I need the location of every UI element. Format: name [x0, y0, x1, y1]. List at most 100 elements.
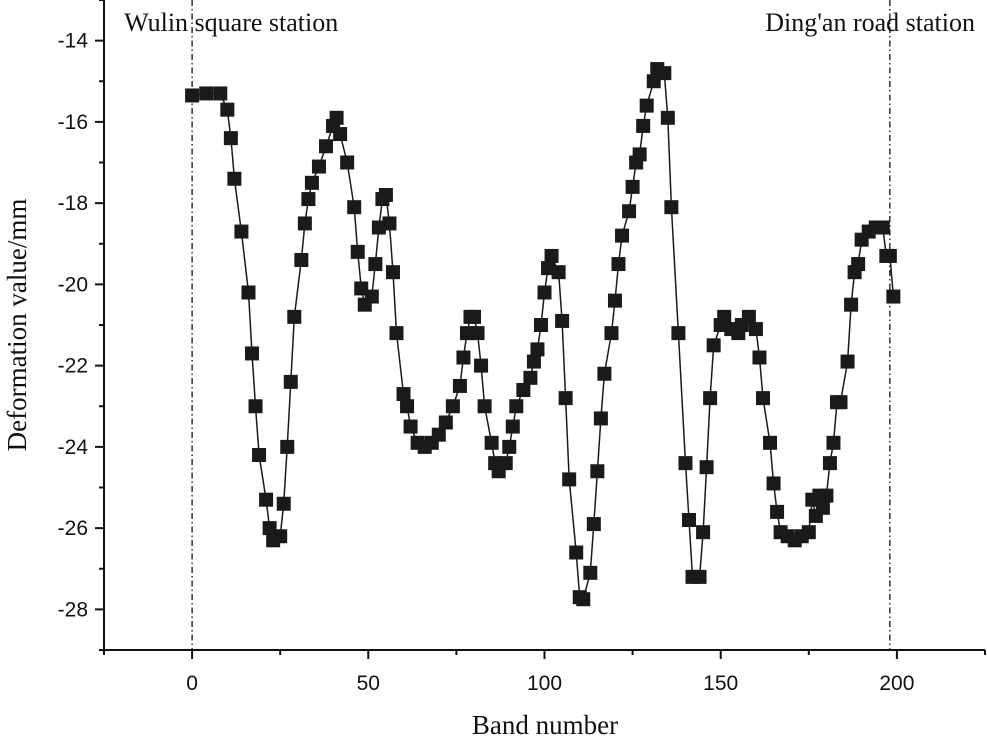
data-point [509, 399, 524, 414]
data-point [770, 504, 785, 519]
data-point [505, 419, 520, 434]
data-point [477, 399, 492, 414]
data-point [696, 525, 711, 540]
data-point [815, 500, 830, 515]
data-point [276, 496, 291, 511]
data-point [748, 322, 763, 337]
data-point [657, 66, 672, 81]
data-point [452, 378, 467, 393]
data-point [347, 200, 362, 215]
data-point [611, 257, 626, 272]
data-point [523, 370, 538, 385]
data-point [333, 127, 348, 142]
data-point [699, 460, 714, 475]
data-point [185, 88, 200, 103]
annotation: Wulin square station [124, 8, 338, 37]
x-axis-label: Band number [472, 710, 618, 740]
y-tick-label: -18 [58, 192, 88, 215]
data-point [851, 257, 866, 272]
data-point [502, 439, 517, 454]
data-point [329, 110, 344, 125]
data-point [530, 342, 545, 357]
data-point [625, 179, 640, 194]
data-point [533, 318, 548, 332]
data-point [248, 399, 263, 414]
data-point [354, 281, 369, 296]
data-point [882, 248, 897, 263]
data-point [660, 110, 675, 125]
data-point [664, 200, 679, 215]
x-tick-label: 100 [527, 672, 562, 695]
data-point [470, 326, 485, 341]
data-point [319, 139, 334, 154]
data-point [604, 326, 619, 341]
data-point [467, 309, 482, 324]
data-point [615, 228, 630, 243]
data-point [474, 358, 489, 373]
data-point [703, 391, 718, 406]
data-point [562, 472, 577, 487]
y-tick-label: -24 [58, 436, 89, 459]
data-point [389, 326, 404, 341]
series-line [191, 67, 895, 601]
data-point [590, 464, 605, 479]
data-point [752, 350, 767, 365]
data-point [287, 309, 302, 324]
data-point [459, 326, 474, 341]
data-point [541, 261, 556, 276]
data-point [350, 244, 365, 259]
data-point [706, 338, 721, 353]
data-point [875, 220, 890, 235]
data-point [364, 289, 379, 304]
data-point [551, 265, 566, 280]
data-point [301, 192, 316, 207]
data-point [678, 456, 693, 471]
data-point [262, 521, 277, 536]
data-point [639, 98, 654, 113]
data-point [400, 399, 415, 414]
data-point [526, 354, 541, 369]
y-tick-label: -26 [58, 517, 88, 540]
data-point [766, 476, 781, 491]
data-point [558, 391, 573, 406]
data-point [537, 285, 552, 300]
x-tick-label: 50 [357, 672, 380, 695]
data-point [304, 175, 319, 190]
y-axis-label: Deformation value/mm [2, 199, 32, 452]
data-point [576, 592, 591, 607]
data-point [378, 188, 393, 202]
data-point [646, 74, 661, 89]
data-point [717, 309, 732, 324]
data-point [819, 488, 834, 503]
y-tick-label: -28 [58, 598, 88, 621]
data-point [741, 309, 756, 324]
data-point [844, 297, 859, 312]
x-tick-label: 150 [703, 672, 738, 695]
data-point [259, 492, 274, 507]
y-tick-label: -22 [58, 355, 88, 378]
data-point [498, 456, 513, 471]
data-point [822, 456, 837, 471]
data-point [280, 439, 295, 454]
data-point [516, 383, 531, 397]
y-tick-label: -20 [58, 273, 88, 296]
data-point [273, 529, 288, 544]
data-point [311, 159, 326, 174]
annotation: Ding'an road station [765, 8, 975, 37]
data-point [755, 391, 770, 406]
data-point [220, 102, 235, 117]
data-point [671, 326, 686, 341]
data-point [340, 155, 355, 170]
data-point [833, 395, 848, 410]
data-point [297, 216, 312, 231]
data-point [593, 411, 608, 426]
data-point [294, 253, 309, 267]
data-point [555, 313, 570, 328]
data-point [586, 517, 601, 532]
data-point [199, 86, 214, 101]
data-point [622, 204, 637, 219]
data-point [382, 216, 397, 231]
data-point [371, 220, 386, 235]
data-point [636, 118, 651, 133]
